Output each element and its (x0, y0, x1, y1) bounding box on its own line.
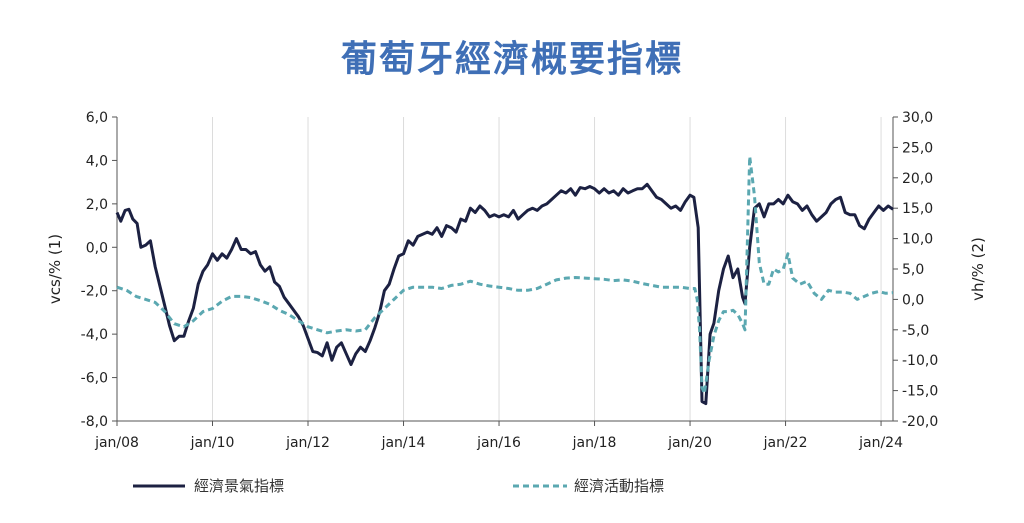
right-tick-label: 5,0 (902, 262, 924, 278)
right-tick-label: 20,0 (902, 171, 933, 187)
right-tick-label: 30,0 (902, 110, 933, 126)
right-tick-label: -15,0 (902, 384, 938, 400)
left-axis-label: vcs/% (1) (46, 234, 64, 304)
right-tick-label: -10,0 (902, 353, 938, 369)
left-tick-label: -8,0 (81, 414, 108, 430)
right-tick-label: 0,0 (902, 292, 924, 308)
x-tick-label: jan/10 (190, 435, 235, 451)
right-axis-ticks: 30,0 25,0 20,0 15,0 10,0 5,0 0,0 -5,0 -10,0 -15,0… (893, 110, 938, 430)
series-lines (115, 155, 894, 406)
left-tick-label: 6,0 (86, 110, 108, 126)
x-tick-label: jan/14 (381, 435, 426, 451)
legend-label-series-2: 經濟活動指標 (574, 477, 664, 495)
legend: 經濟景氣指標 經濟活動指標 (133, 477, 664, 495)
left-tick-label: 4,0 (86, 153, 108, 169)
x-tick-label: jan/08 (94, 435, 139, 451)
axes (116, 117, 894, 422)
x-tick-label: jan/20 (667, 435, 712, 451)
right-tick-label: 25,0 (902, 140, 933, 156)
right-axis-label: vh/% (2) (969, 237, 987, 301)
left-tick-label: 2,0 (86, 197, 108, 213)
right-tick-label: 15,0 (902, 201, 933, 217)
right-tick-label: -20,0 (902, 414, 938, 430)
x-tick-label: jan/22 (763, 435, 808, 451)
left-tick-label: -2,0 (81, 284, 108, 300)
chart-title: 葡萄牙經濟概要指標 (340, 39, 683, 80)
x-tick-label: jan/18 (572, 435, 617, 451)
x-tick-label: jan/16 (476, 435, 521, 451)
left-axis-ticks: 6,0 4,0 2,0 0,0 -2,0 -4,0 -6,0 -8,0 (81, 110, 117, 430)
right-tick-label: -5,0 (902, 323, 929, 339)
x-tick-label: jan/24 (858, 435, 903, 451)
x-axis-ticks: jan/08 jan/10 jan/12 jan/14 jan/16 jan/18 jan/… (94, 421, 903, 451)
grid-lines (212, 117, 882, 421)
left-tick-label: 0,0 (86, 240, 108, 256)
series-line-1 (115, 182, 894, 406)
legend-label-series-1: 經濟景氣指標 (194, 477, 284, 495)
left-tick-label: -6,0 (81, 371, 108, 387)
left-tick-label: -4,0 (81, 327, 108, 343)
right-tick-label: 10,0 (902, 232, 933, 248)
x-tick-label: jan/12 (285, 435, 330, 451)
series-line-2 (116, 155, 894, 396)
